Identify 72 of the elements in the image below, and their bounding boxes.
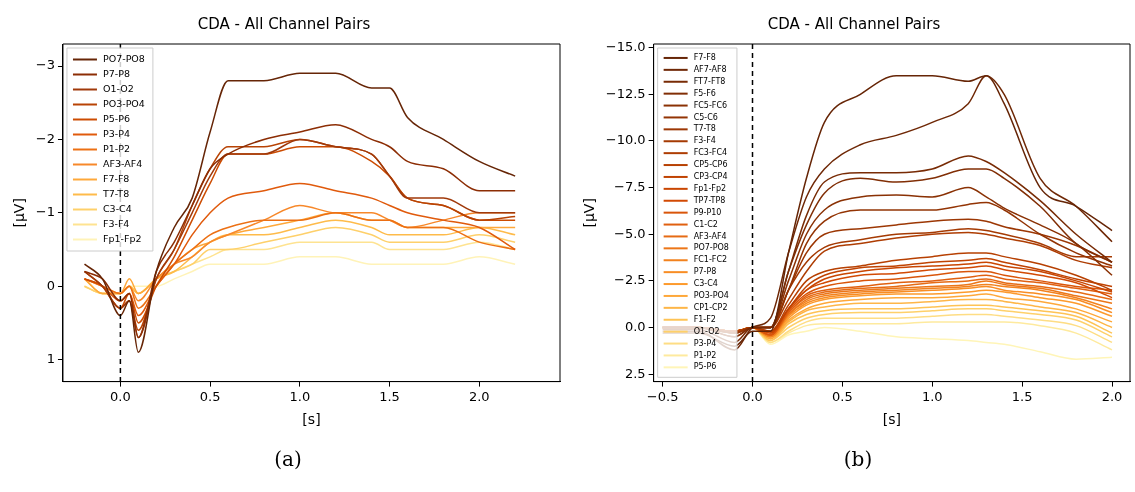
legend-label: C5-C6 — [693, 112, 718, 122]
legend-label: PO3-PO4 — [102, 97, 145, 109]
y-tick-label: −12.5 — [605, 85, 646, 101]
legend-label: CP1-CP2 — [693, 302, 728, 312]
y-tick-label: −3 — [35, 57, 55, 73]
legend-label: P1-P2 — [693, 350, 717, 360]
legend-label: AF3-AF4 — [102, 157, 143, 169]
legend-label: TP7-TP8 — [692, 195, 726, 205]
x-axis-title: [s] — [302, 411, 321, 428]
legend-label: AF3-AF4 — [693, 231, 727, 241]
y-tick-label: 2.5 — [624, 365, 646, 381]
x-tick-label: 0.0 — [742, 388, 763, 404]
x-tick-label: 2.0 — [1101, 388, 1123, 404]
x-tick-label: 0.5 — [832, 388, 853, 404]
text: (a) — [274, 447, 302, 471]
legend-label: F7-F8 — [693, 53, 716, 63]
legend-label: F7-F8 — [102, 172, 130, 184]
y-tick-label: −5.0 — [614, 225, 646, 241]
legend-label: O1-O2 — [102, 82, 134, 94]
legend-label: P7-P8 — [102, 67, 130, 79]
legend-label: P7-P8 — [693, 267, 717, 277]
legend-label: PO7-PO8 — [693, 243, 729, 253]
y-tick-label: 0.0 — [624, 318, 646, 334]
x-tick-label: 1.5 — [379, 388, 400, 404]
x-tick-label: −0.5 — [646, 388, 679, 404]
y-tick-label: 1 — [46, 350, 55, 366]
legend-label: T7-T8 — [692, 124, 716, 134]
y-axis-title: [μV] — [581, 198, 598, 228]
chart-title: CDA - All Channel Pairs — [197, 14, 371, 33]
legend-label: C1-C2 — [693, 219, 718, 229]
legend-label: Fp1-Fp2 — [693, 183, 727, 193]
legend-label: F5-F6 — [693, 88, 716, 98]
x-tick-label: 1.5 — [1011, 388, 1033, 404]
x-tick-label: 1.0 — [921, 388, 943, 404]
legend-label: P3-P4 — [102, 127, 130, 139]
y-tick-label: −10.0 — [605, 132, 646, 148]
y-axis-title: [μV] — [11, 198, 28, 228]
legend-label: C3-C4 — [102, 202, 132, 214]
legend-label: P3-P4 — [693, 338, 717, 348]
x-tick-label: 0.0 — [110, 388, 131, 404]
text: (b) — [843, 447, 873, 471]
legend-label: F3-F4 — [102, 217, 130, 229]
legend-label: C3-C4 — [693, 279, 718, 289]
legend-label: CP3-CP4 — [693, 172, 728, 182]
y-tick-label: −1 — [35, 204, 55, 220]
y-tick-label: −2 — [35, 130, 55, 146]
x-axis-title: [s] — [882, 411, 901, 428]
legend-label: PO3-PO4 — [693, 291, 729, 301]
legend-label: PO7-PO8 — [102, 52, 145, 64]
legend-label: AF7-AF8 — [693, 64, 727, 74]
legend-label: F3-F4 — [693, 136, 716, 146]
legend-label: P5-P6 — [102, 112, 130, 124]
legend-label: FC1-FC2 — [693, 255, 728, 265]
legend-label: P9-P10 — [693, 207, 722, 217]
y-tick-label: −2.5 — [614, 272, 646, 288]
y-tick-label: 0 — [46, 277, 55, 293]
legend-label: O1-O2 — [693, 326, 720, 336]
legend-label: FT7-FT8 — [693, 76, 726, 86]
legend-label: CP5-CP6 — [693, 160, 728, 170]
x-tick-label: 1.0 — [289, 388, 311, 404]
legend-label: FC5-FC6 — [693, 100, 728, 110]
legend-label: T7-T8 — [101, 187, 130, 199]
legend-label: FC3-FC4 — [693, 148, 728, 158]
y-tick-label: −15.0 — [605, 39, 646, 55]
x-tick-label: 0.5 — [199, 388, 221, 404]
legend-label: P5-P6 — [693, 362, 717, 372]
legend-label: P1-P2 — [102, 142, 130, 154]
y-tick-label: −7.5 — [614, 178, 646, 194]
chart-title: CDA - All Channel Pairs — [767, 14, 941, 33]
legend-label: Fp1-Fp2 — [102, 232, 142, 244]
x-tick-label: 2.0 — [468, 388, 490, 404]
legend-label: F1-F2 — [693, 314, 716, 324]
